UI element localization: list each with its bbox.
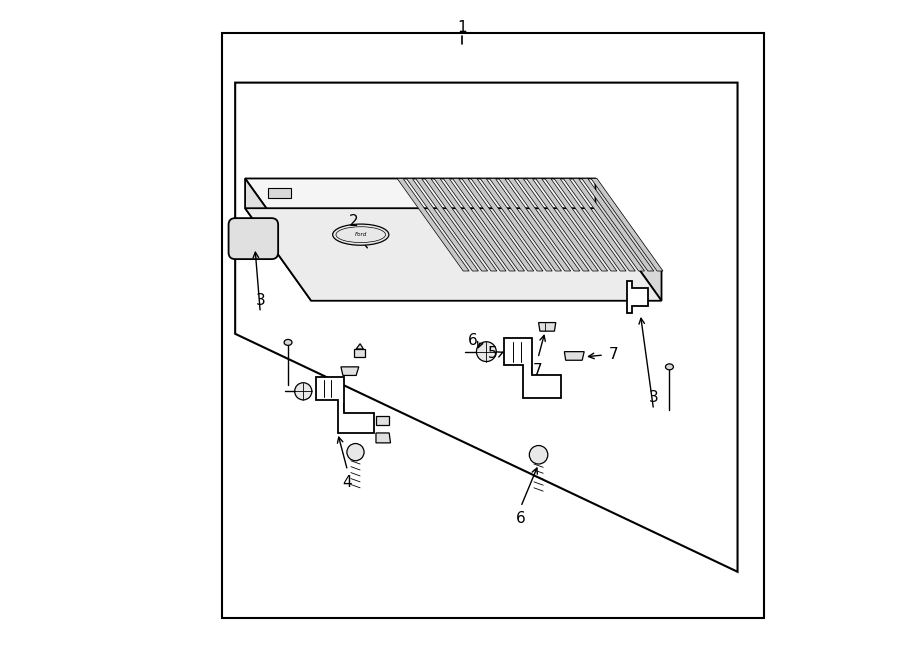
Bar <box>222 33 764 618</box>
Polygon shape <box>518 178 590 271</box>
Polygon shape <box>245 208 662 301</box>
Polygon shape <box>356 344 364 349</box>
Polygon shape <box>504 338 561 398</box>
Circle shape <box>529 446 548 464</box>
Circle shape <box>294 383 312 400</box>
Polygon shape <box>563 178 635 271</box>
Ellipse shape <box>665 364 673 370</box>
Polygon shape <box>538 323 556 331</box>
Polygon shape <box>416 178 488 271</box>
Polygon shape <box>453 178 525 271</box>
Polygon shape <box>471 178 543 271</box>
Text: 4: 4 <box>343 475 353 490</box>
Polygon shape <box>627 281 648 313</box>
Text: Ford: Ford <box>355 232 367 237</box>
Polygon shape <box>341 367 359 375</box>
Polygon shape <box>407 178 479 271</box>
Polygon shape <box>245 178 311 301</box>
Polygon shape <box>376 433 391 443</box>
Polygon shape <box>235 83 737 572</box>
Polygon shape <box>317 377 374 433</box>
Polygon shape <box>490 178 562 271</box>
Polygon shape <box>245 178 662 271</box>
Circle shape <box>476 342 496 362</box>
Polygon shape <box>572 178 644 271</box>
Polygon shape <box>462 178 534 271</box>
Polygon shape <box>376 416 389 425</box>
Text: 5: 5 <box>488 346 498 361</box>
Polygon shape <box>554 178 626 271</box>
Text: 3: 3 <box>649 391 659 405</box>
Text: 7: 7 <box>533 363 543 377</box>
Polygon shape <box>591 178 663 271</box>
Polygon shape <box>544 178 616 271</box>
Polygon shape <box>526 178 598 271</box>
Polygon shape <box>444 178 516 271</box>
Polygon shape <box>596 178 662 301</box>
Text: 3: 3 <box>256 293 266 308</box>
Polygon shape <box>581 178 653 271</box>
Text: 2: 2 <box>349 214 359 229</box>
FancyBboxPatch shape <box>229 218 278 259</box>
Ellipse shape <box>284 340 292 345</box>
Polygon shape <box>481 178 553 271</box>
Polygon shape <box>355 349 365 357</box>
Polygon shape <box>425 178 497 271</box>
Ellipse shape <box>333 224 389 245</box>
Circle shape <box>346 444 364 461</box>
Polygon shape <box>397 178 469 271</box>
Text: 6: 6 <box>468 333 478 348</box>
Polygon shape <box>508 178 580 271</box>
Text: 1: 1 <box>457 20 467 35</box>
Polygon shape <box>499 178 571 271</box>
Text: 6: 6 <box>516 512 526 526</box>
Polygon shape <box>268 188 292 198</box>
Polygon shape <box>434 178 506 271</box>
Polygon shape <box>564 352 584 360</box>
Text: 7: 7 <box>609 348 618 362</box>
Polygon shape <box>536 178 608 271</box>
